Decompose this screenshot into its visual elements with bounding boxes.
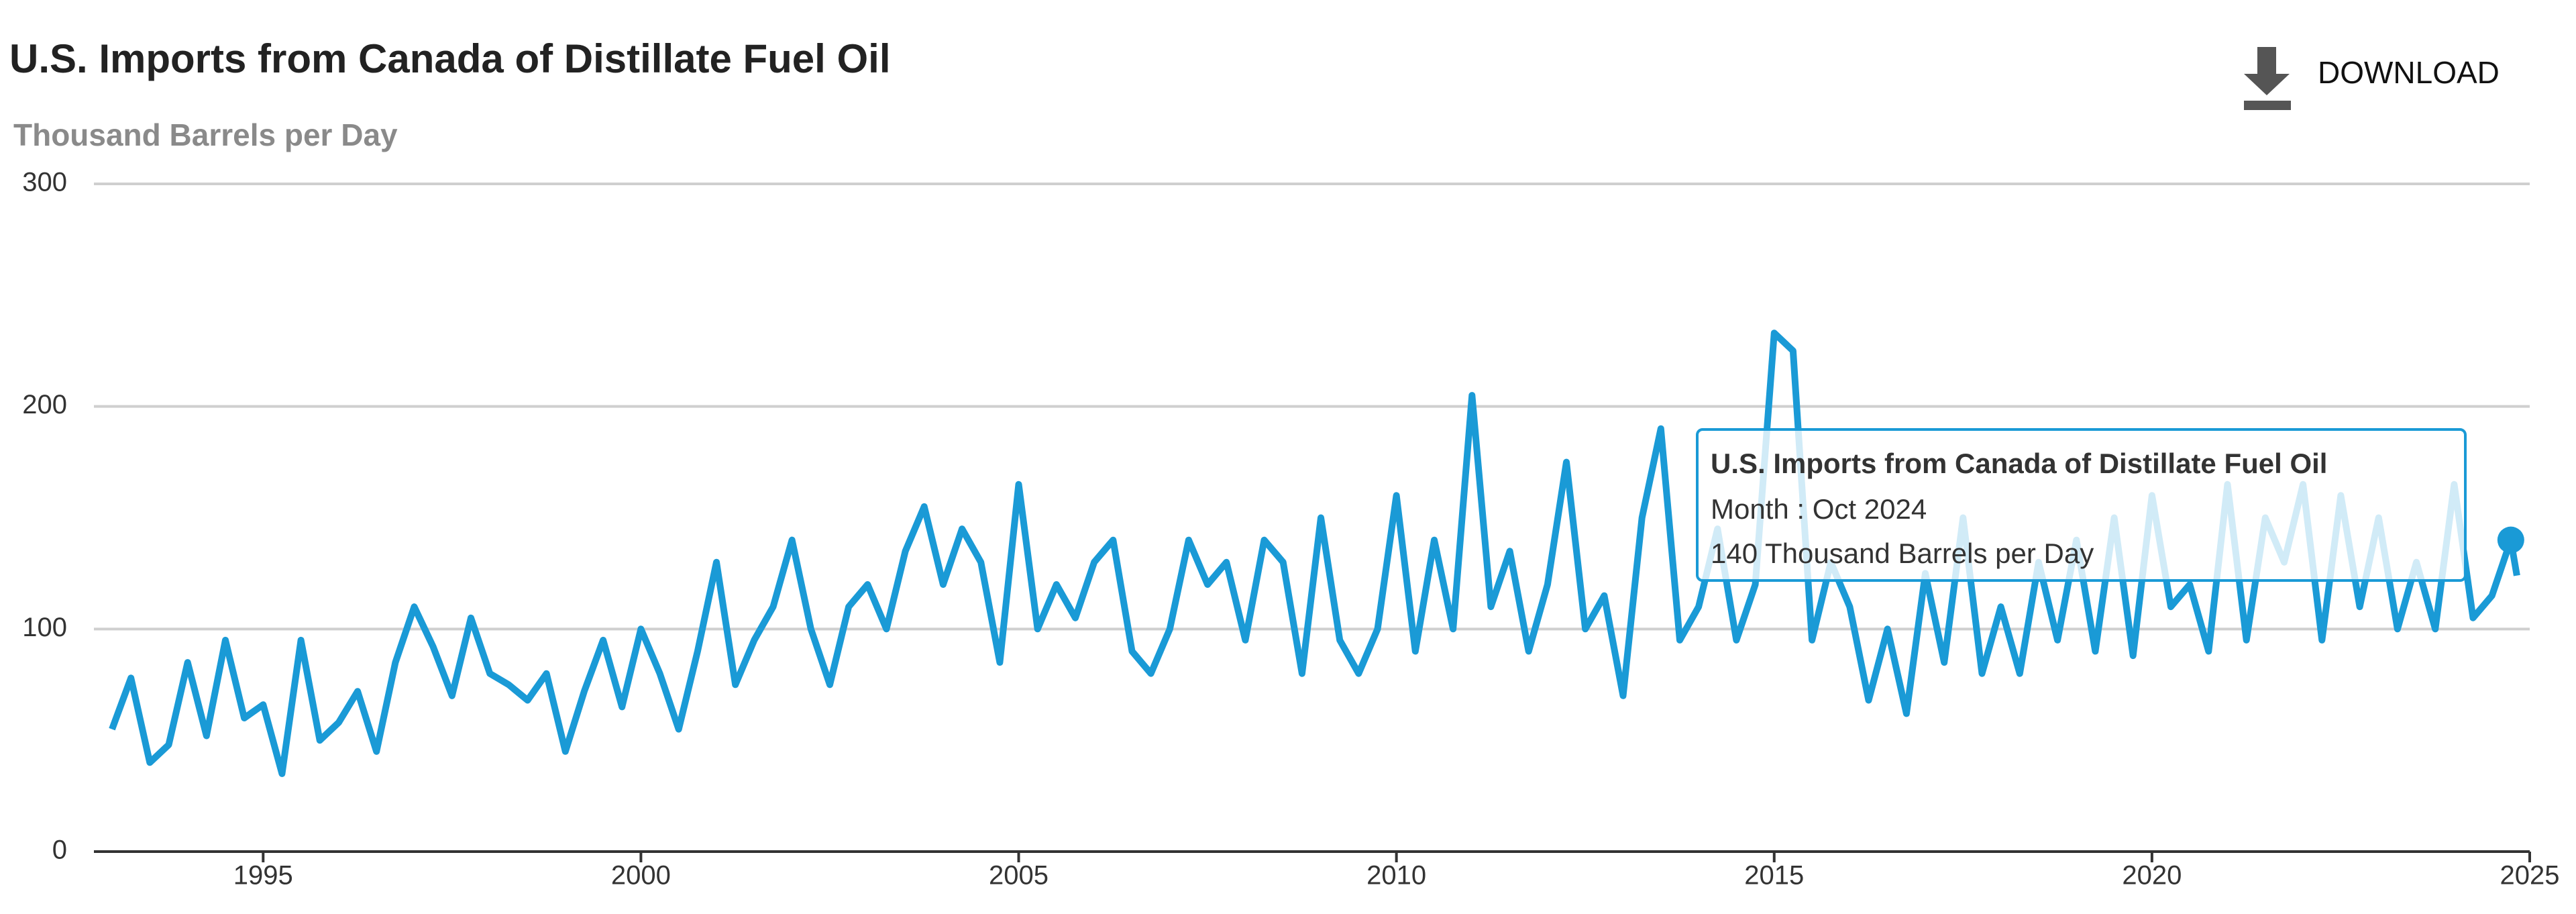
x-tick-label: 2015 <box>1744 861 1804 891</box>
download-icon[interactable] <box>2244 47 2291 110</box>
series-line <box>109 329 2520 777</box>
x-tick-label: 2000 <box>611 861 671 891</box>
x-tick-label: 2005 <box>989 861 1049 891</box>
chart-subtitle: Thousand Barrels per Day <box>13 117 398 152</box>
y-tick-label: 0 <box>52 835 67 865</box>
download-button[interactable]: DOWNLOAD <box>2244 47 2500 110</box>
tooltip-box <box>1696 428 2467 582</box>
tooltip-line: Month : Oct 2024 <box>1711 493 1927 525</box>
x-tick-label: 1995 <box>233 861 293 891</box>
y-tick-label: 200 <box>22 390 67 419</box>
chart-title: U.S. Imports from Canada of Distillate F… <box>9 36 891 81</box>
tooltip-title: U.S. Imports from Canada of Distillate F… <box>1711 448 2327 479</box>
tooltip-line: 140 Thousand Barrels per Day <box>1711 538 2094 569</box>
x-tick-label: 2010 <box>1366 861 1426 891</box>
x-tick-label: 2020 <box>2122 861 2182 891</box>
y-tick-label: 100 <box>22 613 67 642</box>
y-tick-label: 300 <box>22 168 67 197</box>
x-tick-label: 2025 <box>2500 861 2560 891</box>
highlight-point <box>2497 526 2524 554</box>
download-label[interactable]: DOWNLOAD <box>2318 55 2500 90</box>
tooltip: U.S. Imports from Canada of Distillate F… <box>1696 428 2467 582</box>
